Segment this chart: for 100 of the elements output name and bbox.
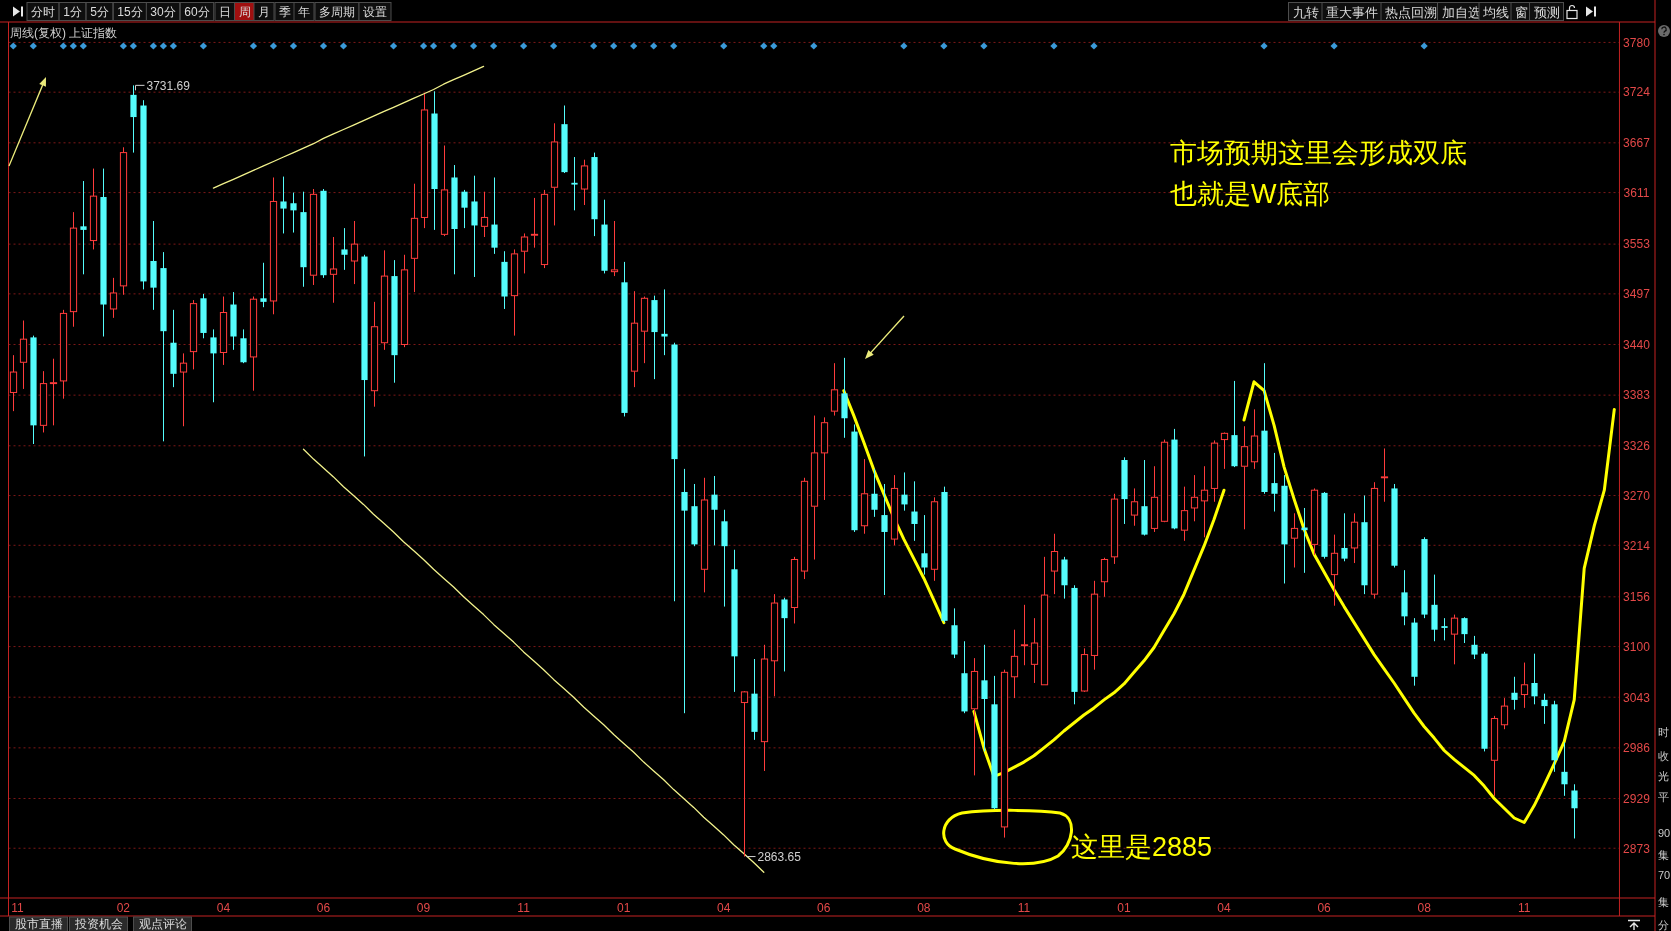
candlestick	[1180, 486, 1189, 542]
candlestick	[1370, 481, 1379, 600]
y-tick-label: 3326	[1623, 439, 1651, 454]
candlestick	[911, 480, 918, 542]
candlestick	[9, 354, 18, 412]
text: 预测	[1533, 4, 1560, 20]
y-tick-label: 3780	[1623, 35, 1651, 50]
candlestick	[219, 296, 228, 366]
candlestick	[240, 328, 247, 364]
annotation: 这里是2885	[1071, 832, 1213, 862]
y-tick-label: 3383	[1623, 388, 1651, 403]
text: 15分	[117, 5, 143, 19]
y-tick-label: 3270	[1623, 488, 1651, 503]
x-tick-label: 06	[1317, 901, 1332, 915]
x-tick-label: 02	[116, 901, 131, 915]
candlestick	[1561, 742, 1568, 797]
candlestick	[1471, 635, 1478, 660]
x-tick-label: 04	[216, 901, 231, 915]
candlestick	[901, 471, 908, 512]
candlestick	[280, 176, 287, 234]
candlestick	[341, 227, 348, 271]
candlestick	[790, 556, 799, 624]
x-tick-label: 06	[817, 901, 831, 915]
candlestick	[1100, 557, 1109, 598]
text: 多周期	[319, 5, 355, 19]
candlestick	[1050, 533, 1059, 595]
text: 分	[1658, 919, 1669, 931]
text: 1分	[63, 5, 82, 19]
candlestick	[640, 296, 649, 364]
text: 90	[1658, 827, 1671, 839]
candlestick	[1541, 693, 1548, 725]
x-tick-label: 08	[917, 901, 931, 915]
candlestick	[520, 232, 529, 274]
candlestick	[1010, 629, 1019, 699]
candlestick	[130, 84, 137, 154]
chart-title: 周线(复权) 上证指数	[10, 26, 118, 40]
x-tick-label: 06	[316, 901, 331, 915]
text: 光	[1658, 770, 1669, 782]
candlestick	[981, 644, 988, 752]
candlestick	[1571, 783, 1578, 839]
text: 均线	[1482, 4, 1509, 20]
y-tick-label: 2986	[1623, 741, 1651, 756]
y-tick-label: 3043	[1623, 690, 1651, 705]
candlestick	[711, 475, 718, 546]
text: 九转	[1292, 4, 1319, 20]
text: 集	[1658, 849, 1669, 861]
text: 设置	[363, 5, 387, 19]
candlestick	[210, 328, 217, 403]
candlestick	[49, 358, 58, 426]
candlestick	[1040, 556, 1049, 686]
text: 窗	[1515, 4, 1528, 20]
candlestick	[179, 352, 188, 427]
y-tick-label: 2873	[1623, 841, 1651, 856]
candlestick	[329, 236, 338, 304]
x-tick-label: 11	[1017, 901, 1031, 915]
candlestick	[260, 262, 267, 308]
candlestick	[781, 597, 788, 672]
candlestick	[1110, 493, 1119, 565]
text: 30分	[150, 5, 176, 19]
candlestick	[461, 189, 468, 229]
candlestick	[871, 468, 878, 518]
candlestick	[1210, 439, 1219, 503]
candlestick	[1271, 452, 1278, 513]
candlestick	[309, 188, 318, 286]
candlestick	[510, 248, 519, 337]
y-tick-label: 3724	[1623, 85, 1651, 100]
candlestick	[921, 514, 928, 576]
text: 收	[1658, 750, 1669, 762]
y-tick-label: 3667	[1623, 136, 1651, 151]
text: 70	[1658, 869, 1671, 881]
candlestick	[1330, 534, 1339, 607]
x-tick-label: 04	[1217, 901, 1232, 915]
candlestick	[661, 288, 668, 356]
candlestick	[571, 156, 578, 211]
candlestick	[19, 320, 28, 390]
candlestick	[740, 691, 749, 858]
text: 投资机会	[73, 917, 123, 931]
line-series	[212, 65, 485, 189]
candlestick	[269, 176, 278, 315]
candlestick	[1030, 617, 1039, 684]
candlestick	[290, 192, 297, 234]
candlestick	[580, 159, 589, 206]
text: 观点评论	[138, 917, 187, 931]
x-tick-label: 09	[416, 901, 431, 915]
candlestick	[681, 468, 688, 714]
candlestick	[770, 593, 779, 697]
candlestick	[440, 144, 449, 237]
candlestick	[530, 197, 539, 249]
text: 重大事件	[1326, 4, 1378, 20]
annotation: 3731.69	[146, 78, 191, 93]
candlestick	[881, 483, 888, 596]
candlestick	[1531, 653, 1538, 705]
annotation: 2863.65	[757, 850, 802, 865]
candlestick	[1520, 662, 1529, 709]
candlestick	[1000, 669, 1009, 839]
candlestick	[249, 296, 258, 392]
candlestick	[1341, 512, 1348, 562]
candlestick	[59, 309, 68, 400]
text: 周	[238, 5, 251, 19]
candlestick	[1500, 697, 1509, 730]
